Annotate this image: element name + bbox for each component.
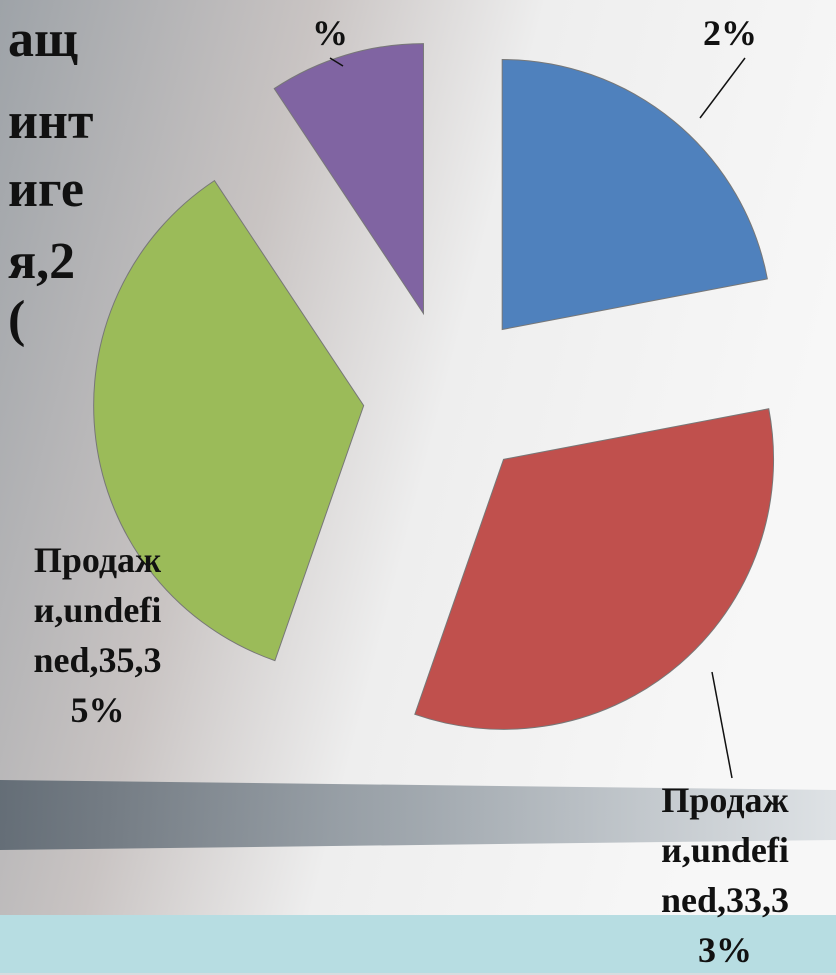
pie-slice — [415, 409, 774, 730]
data-label: % — [290, 8, 370, 58]
page: ащинтигея,2( {"background_text": ["ащ", … — [0, 0, 836, 973]
pie-slice — [274, 44, 423, 314]
data-label: Продаж и,undefi ned,33,3 3% — [640, 775, 810, 975]
data-label: Продаж и,undefi ned,35,3 5% — [0, 535, 195, 735]
leader-line — [700, 58, 745, 118]
leader-line — [712, 672, 732, 778]
pie-slice — [502, 60, 767, 330]
data-label: 2% — [665, 8, 795, 58]
